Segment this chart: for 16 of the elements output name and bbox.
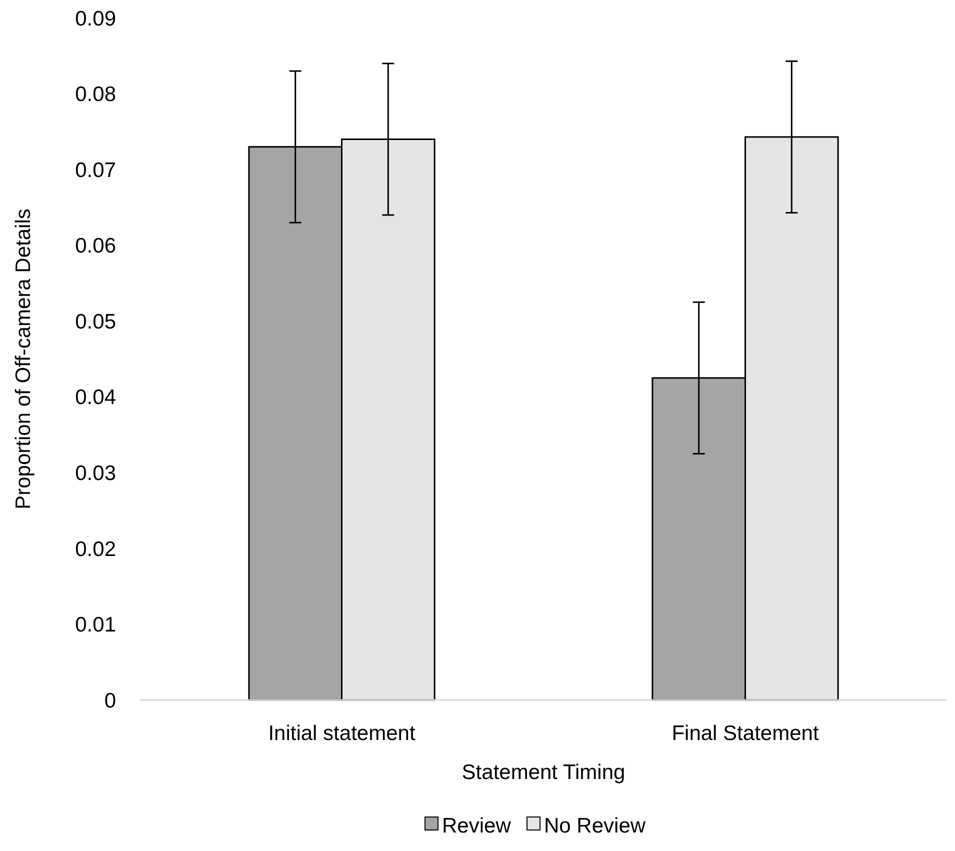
x-tick-label: Final Statement [672, 722, 819, 745]
y-tick-label: 0.06 [75, 234, 116, 258]
y-tick-label: 0 [104, 689, 116, 712]
y-tick-label: 0.02 [75, 538, 116, 561]
y-tick-label: 0.08 [75, 83, 116, 106]
legend-label: Review [442, 814, 512, 838]
y-tick-label: 0.04 [75, 386, 116, 410]
y-axis-title: Proportion of Off-camera Details [12, 208, 35, 510]
y-tick-label: 0.09 [75, 7, 116, 30]
y-tick-label: 0.03 [75, 462, 116, 486]
y-tick-label: 0.01 [75, 614, 116, 637]
y-tick-label: 0.05 [75, 310, 116, 334]
x-axis-title: Statement Timing [462, 761, 626, 784]
x-tick-label: Initial statement [268, 722, 416, 745]
legend-label: No Review [544, 814, 646, 838]
y-tick-label: 0.07 [75, 158, 116, 182]
